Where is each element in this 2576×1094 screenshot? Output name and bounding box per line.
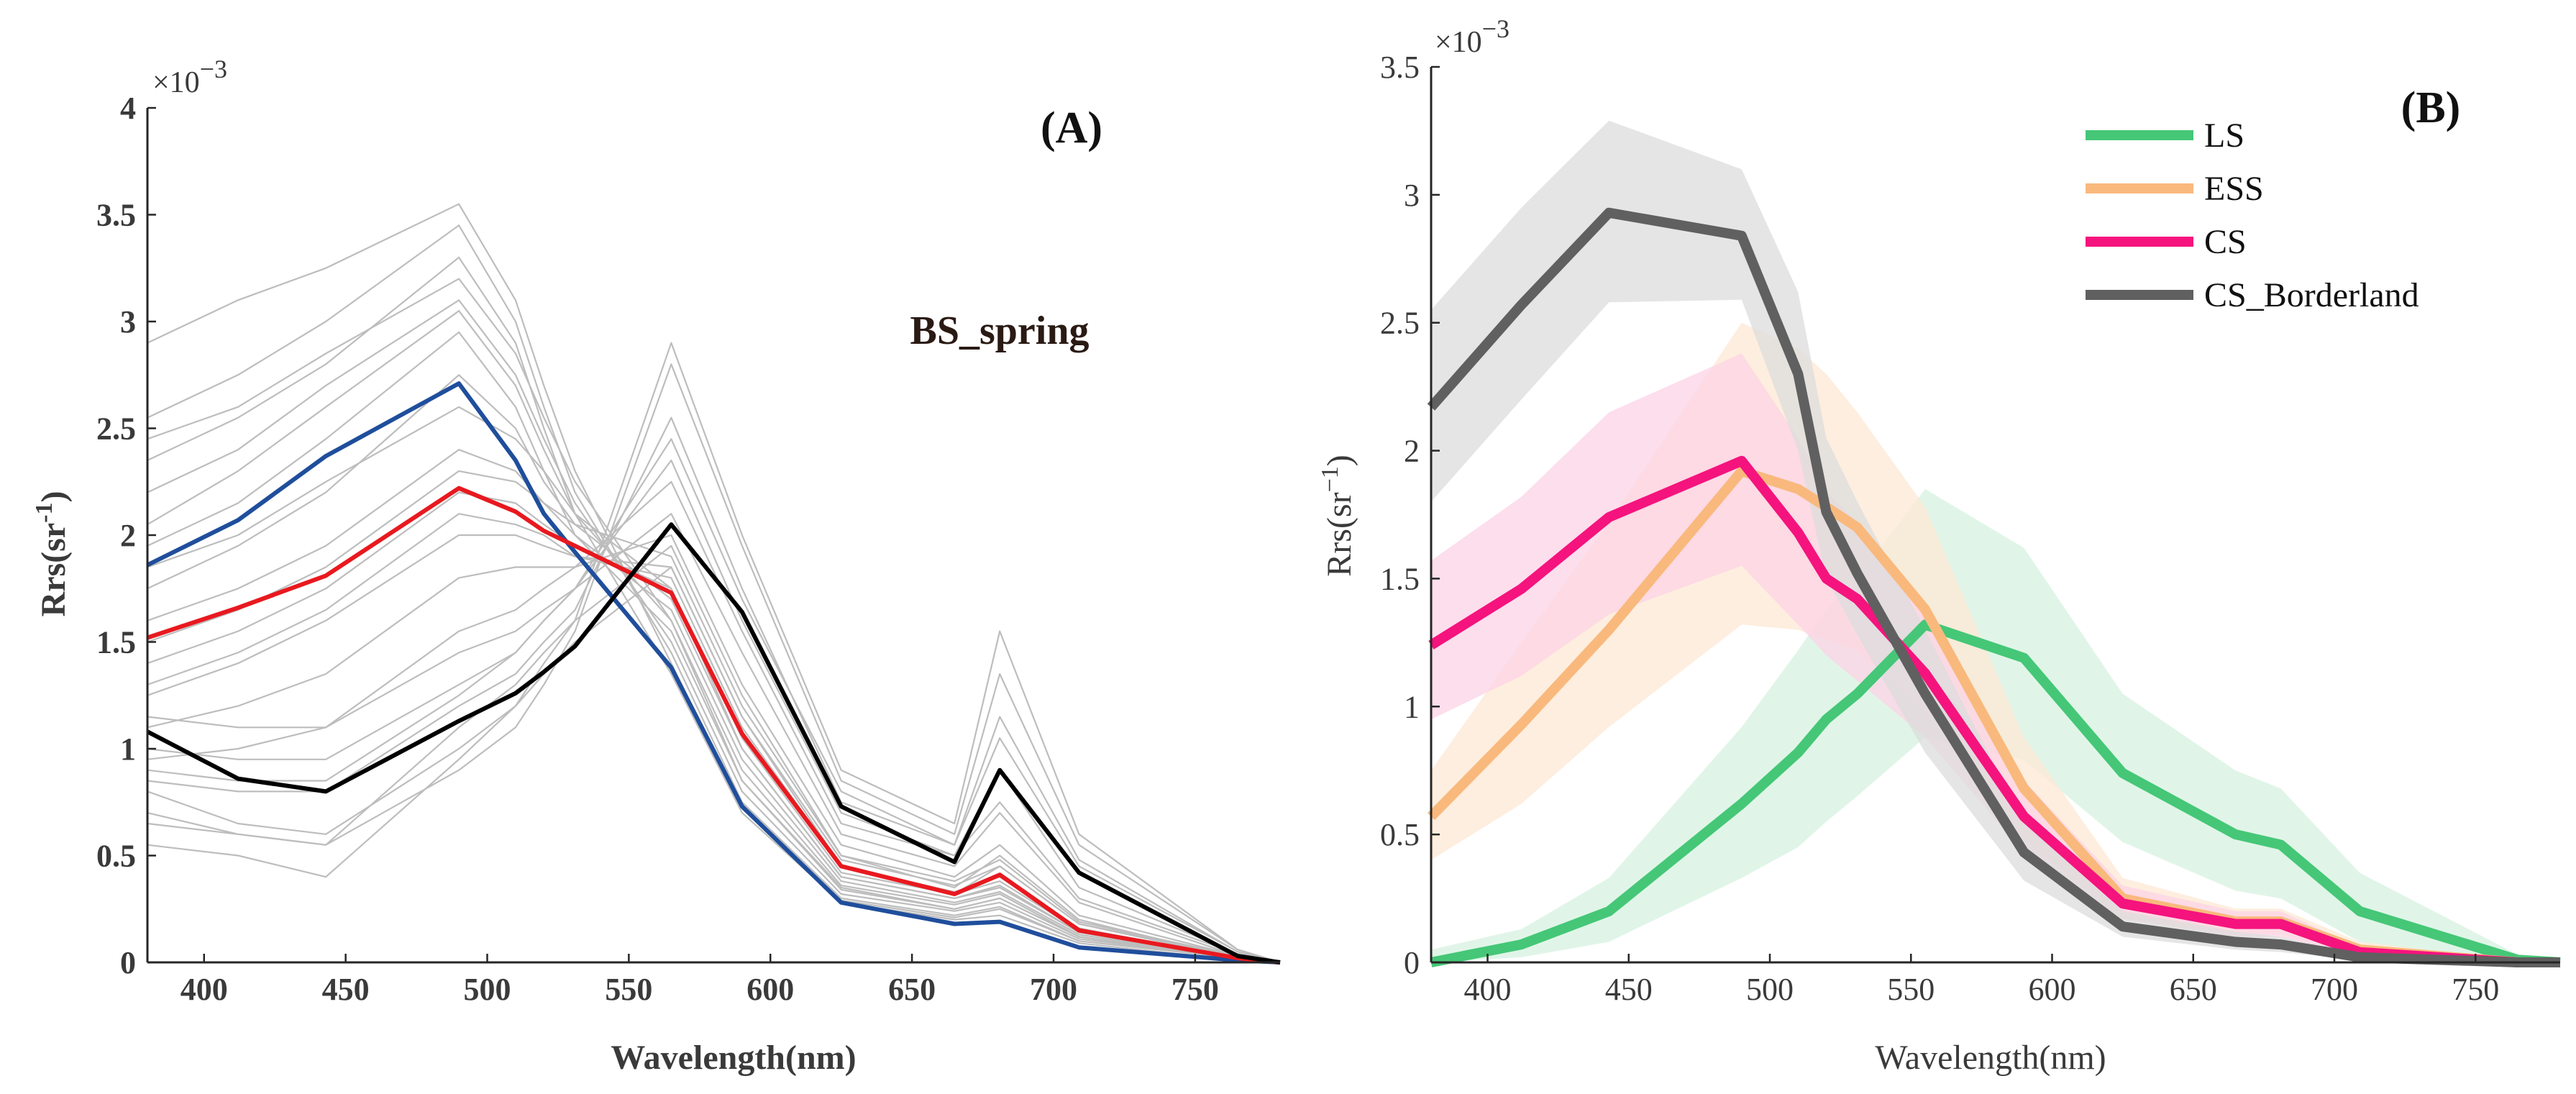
y-tick-label: 2.5 (1380, 306, 1420, 341)
x-tick-label: 400 (1464, 972, 1512, 1007)
panel-b-y-axis-label: Rrs(sr−1) (1317, 455, 1358, 577)
panel-b-series-lines (1427, 207, 2561, 967)
x-tick-label: 600 (2029, 972, 2076, 1007)
panel-a-background-lines (147, 203, 1281, 964)
y-tick-label: 0.5 (96, 839, 136, 874)
series-line (1430, 619, 2561, 967)
x-tick-label: 750 (1171, 972, 1219, 1007)
background-spectrum-line (147, 449, 1281, 964)
x-tick-label: 750 (2452, 972, 2499, 1007)
background-spectrum-line (147, 203, 1281, 964)
y-tick-label: 1.5 (96, 625, 136, 660)
y-tick-label: 4 (120, 91, 136, 126)
panel-a-x-axis-label: Wavelength(nm) (611, 1039, 856, 1077)
highlight-spectrum-line (146, 381, 1281, 965)
background-spectrum-line (147, 416, 1281, 964)
panel-b-exponent-label: ×10−3 (1435, 14, 1509, 59)
y-tick-label: 0 (1404, 945, 1420, 980)
panel-a-annotation: BS_spring (910, 309, 1090, 353)
x-tick-label: 700 (1030, 972, 1077, 1007)
panel-b-label: (B) (2401, 83, 2461, 132)
x-tick-label: 650 (888, 972, 936, 1007)
panel-b-y-ticks: 0 0.5 1 1.5 2 2.5 3 3.5 (1380, 50, 1440, 980)
background-spectrum-line (147, 566, 1281, 964)
x-tick-label: 500 (464, 972, 511, 1007)
y-tick-label: 3 (1404, 178, 1420, 213)
panel-a-y-axis-label: Rrs(sr-1) (31, 491, 73, 617)
panel-b-axes (1430, 67, 2560, 964)
x-tick-label: 400 (181, 972, 228, 1007)
x-tick-label: 700 (2311, 972, 2358, 1007)
y-tick-label: 3.5 (96, 198, 136, 233)
y-tick-label: 1 (1404, 689, 1420, 724)
panel-b-x-ticks: 400 450 500 550 600 650 700 750 (1464, 954, 2499, 1007)
x-tick-label: 450 (322, 972, 370, 1007)
background-spectrum-line (147, 534, 1281, 964)
background-spectrum-line (147, 544, 1281, 964)
series-line (1427, 207, 2560, 967)
background-spectrum-line (147, 406, 1281, 964)
panel-b-legend: LS ESS CS CS_Borderland (2086, 117, 2419, 314)
panel-b: 400 450 500 550 600 650 700 750 0 0.5 1 1.5 2 2.5 3 3.… (1317, 14, 2561, 1077)
y-tick-label: 2 (1404, 434, 1420, 469)
y-tick-label: 1 (120, 731, 136, 767)
legend-label: CS_Borderland (2204, 276, 2419, 314)
y-tick-label: 0 (120, 945, 136, 980)
legend-label: LS (2204, 117, 2244, 155)
panel-a-highlight-lines (146, 381, 1281, 965)
x-tick-label: 550 (605, 972, 652, 1007)
background-spectrum-line (147, 363, 1281, 964)
panel-b-x-axis-label: Wavelength(nm) (1875, 1039, 2106, 1077)
y-tick-label: 3.5 (1380, 50, 1420, 85)
background-spectrum-line (147, 438, 1281, 964)
background-spectrum-line (147, 480, 1281, 964)
background-spectrum-line (147, 513, 1281, 964)
x-tick-label: 600 (746, 972, 794, 1007)
panel-a-exponent-label: ×10−3 (152, 55, 227, 99)
background-spectrum-line (147, 470, 1281, 964)
background-spectrum-line (147, 459, 1281, 964)
background-spectrum-line (147, 278, 1281, 964)
highlight-spectrum-line (147, 486, 1281, 965)
x-tick-label: 500 (1746, 972, 1794, 1007)
panel-a-y-ticks: 0 0.5 1 1.5 2 2.5 3 3.5 4 (96, 91, 156, 980)
y-tick-label: 2 (120, 518, 136, 553)
x-tick-label: 550 (1887, 972, 1935, 1007)
legend-label: CS (2204, 223, 2247, 261)
series-confidence-band (1431, 120, 2560, 963)
panel-a-label: (A) (1041, 104, 1102, 152)
y-tick-label: 1.5 (1380, 561, 1420, 596)
highlight-spectrum-line (146, 522, 1281, 965)
panel-a-x-ticks: 400 450 500 550 600 650 700 750 (181, 954, 1219, 1007)
x-tick-label: 650 (2170, 972, 2217, 1007)
x-tick-label: 450 (1605, 972, 1653, 1007)
series-line (1428, 455, 2560, 967)
y-tick-label: 2.5 (96, 411, 136, 447)
y-tick-label: 3 (120, 304, 136, 339)
legend-label: ESS (2204, 170, 2264, 208)
background-spectrum-line (147, 299, 1281, 964)
y-tick-label: 0.5 (1380, 817, 1420, 852)
